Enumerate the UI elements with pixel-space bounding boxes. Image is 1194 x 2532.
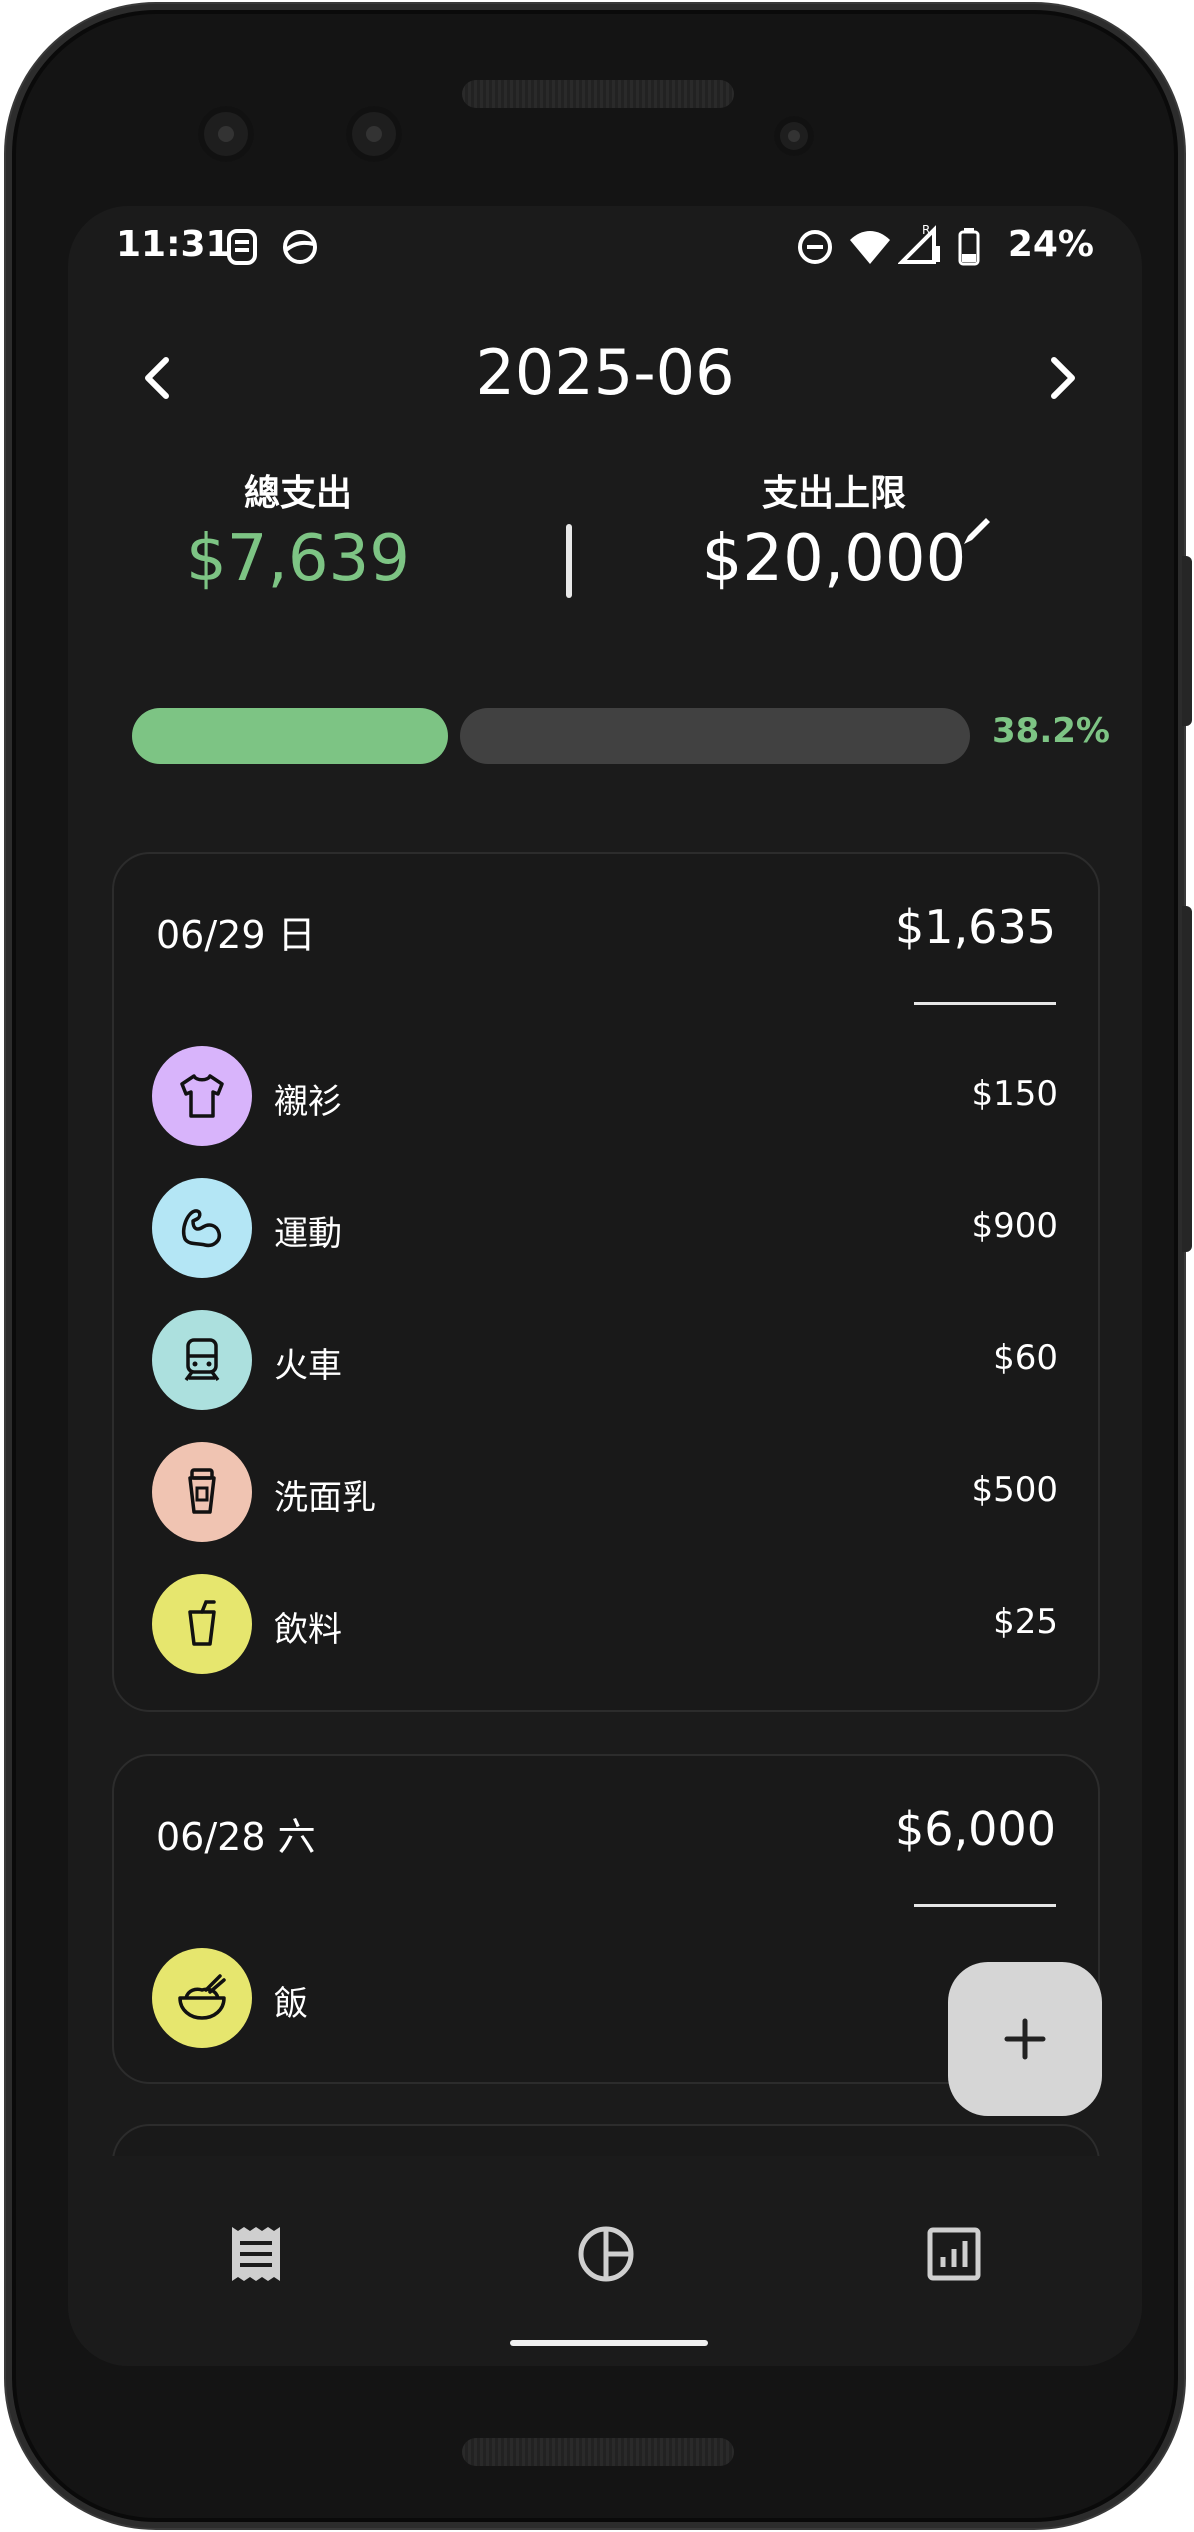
signal-roaming-icon: R <box>897 222 942 275</box>
progress-fill <box>132 708 448 764</box>
vpn-icon <box>280 228 320 275</box>
drink-cup-icon <box>152 1574 252 1674</box>
earpiece-speaker <box>462 80 734 108</box>
chevron-left-icon <box>145 357 169 399</box>
chevron-right-icon <box>1051 357 1075 399</box>
bottom-navigation <box>68 2156 1142 2366</box>
day-total: $1,635 <box>895 900 1056 954</box>
volume-button <box>1182 906 1192 1252</box>
status-time: 11:31 <box>116 224 231 265</box>
budget-progress-bar <box>132 708 970 764</box>
add-expense-button[interactable] <box>948 1962 1102 2116</box>
sensor-dot <box>774 116 814 156</box>
day-card[interactable]: 06/28 六 $6,000 飯 <box>112 1754 1100 2084</box>
cleanser-tube-icon <box>152 1442 252 1542</box>
tab-statistics[interactable] <box>914 2214 994 2294</box>
expense-row[interactable]: 飲料 $25 <box>152 1574 1058 1674</box>
wifi-icon <box>848 228 892 275</box>
next-month-button[interactable] <box>1032 348 1092 408</box>
day-date: 06/29 日 <box>156 913 316 957</box>
total-expense-label: 總支出 <box>243 473 352 514</box>
expense-label: 飲料 <box>274 1610 342 1650</box>
month-title: 2025-06 <box>475 336 735 409</box>
app-screen: 11:31 R 24% <box>68 206 1142 2366</box>
total-expense-value: $7,639 <box>186 522 410 596</box>
expense-row[interactable]: 飯 <box>152 1948 1058 2048</box>
day-total: $6,000 <box>895 1802 1056 1856</box>
day-date: 06/28 六 <box>156 1815 316 1859</box>
tab-analysis[interactable] <box>566 2214 646 2294</box>
power-button <box>1182 556 1192 726</box>
total-underline <box>914 1002 1056 1005</box>
expense-row[interactable]: 襯衫 $150 <box>152 1046 1058 1146</box>
svg-text:R: R <box>922 223 930 237</box>
expense-label: 飯 <box>274 1984 308 2024</box>
tab-records[interactable] <box>216 2214 296 2294</box>
battery-icon <box>958 228 980 275</box>
expense-label: 襯衫 <box>274 1082 342 1122</box>
month-navigator: 2025-06 <box>68 326 1142 426</box>
dnd-icon <box>796 228 834 275</box>
pie-chart-icon <box>578 2226 634 2282</box>
bar-chart-icon <box>927 2227 981 2281</box>
expense-row[interactable]: 運動 $900 <box>152 1178 1058 1278</box>
expense-amount: $150 <box>971 1074 1058 1114</box>
summary-divider <box>566 524 572 598</box>
status-bar: 11:31 R 24% <box>68 206 1142 286</box>
expense-label: 火車 <box>274 1346 342 1386</box>
total-expense: 總支出 $7,639 <box>168 464 428 596</box>
expense-amount: $60 <box>993 1338 1058 1378</box>
bottom-speaker <box>462 2438 734 2466</box>
expense-limit-label: 支出上限 <box>761 473 906 514</box>
expense-label: 洗面乳 <box>274 1478 376 1518</box>
expense-row[interactable]: 火車 $60 <box>152 1310 1058 1410</box>
expense-amount: $25 <box>993 1602 1058 1642</box>
shirt-icon <box>152 1046 252 1146</box>
pencil-icon[interactable] <box>960 514 994 552</box>
gesture-home-indicator[interactable] <box>510 2340 708 2346</box>
progress-percent: 38.2% <box>992 711 1110 751</box>
plus-icon <box>1004 2018 1046 2060</box>
day-card[interactable]: 06/29 日 $1,635 襯衫 $150 運動 $900 <box>112 852 1100 1712</box>
battery-percent: 24% <box>1007 224 1094 265</box>
muscle-arm-icon <box>152 1178 252 1278</box>
expense-amount: $900 <box>971 1206 1058 1246</box>
rice-bowl-icon <box>152 1948 252 2048</box>
front-camera-2 <box>346 106 402 162</box>
progress-track <box>460 708 970 764</box>
notification-icon <box>226 228 258 275</box>
expense-label: 運動 <box>274 1214 342 1254</box>
summary-section: 總支出 $7,639 支出上限 $20,000 <box>68 464 1142 614</box>
train-icon <box>152 1310 252 1410</box>
expense-amount: $500 <box>971 1470 1058 1510</box>
prev-month-button[interactable] <box>128 348 188 408</box>
front-camera-1 <box>198 106 254 162</box>
receipt-list-icon <box>232 2227 280 2281</box>
expense-limit[interactable]: 支出上限 $20,000 <box>694 464 974 596</box>
phone-frame: 11:31 R 24% <box>6 4 1192 2528</box>
expense-limit-value: $20,000 <box>701 522 967 596</box>
total-underline <box>914 1904 1056 1907</box>
expense-row[interactable]: 洗面乳 $500 <box>152 1442 1058 1542</box>
